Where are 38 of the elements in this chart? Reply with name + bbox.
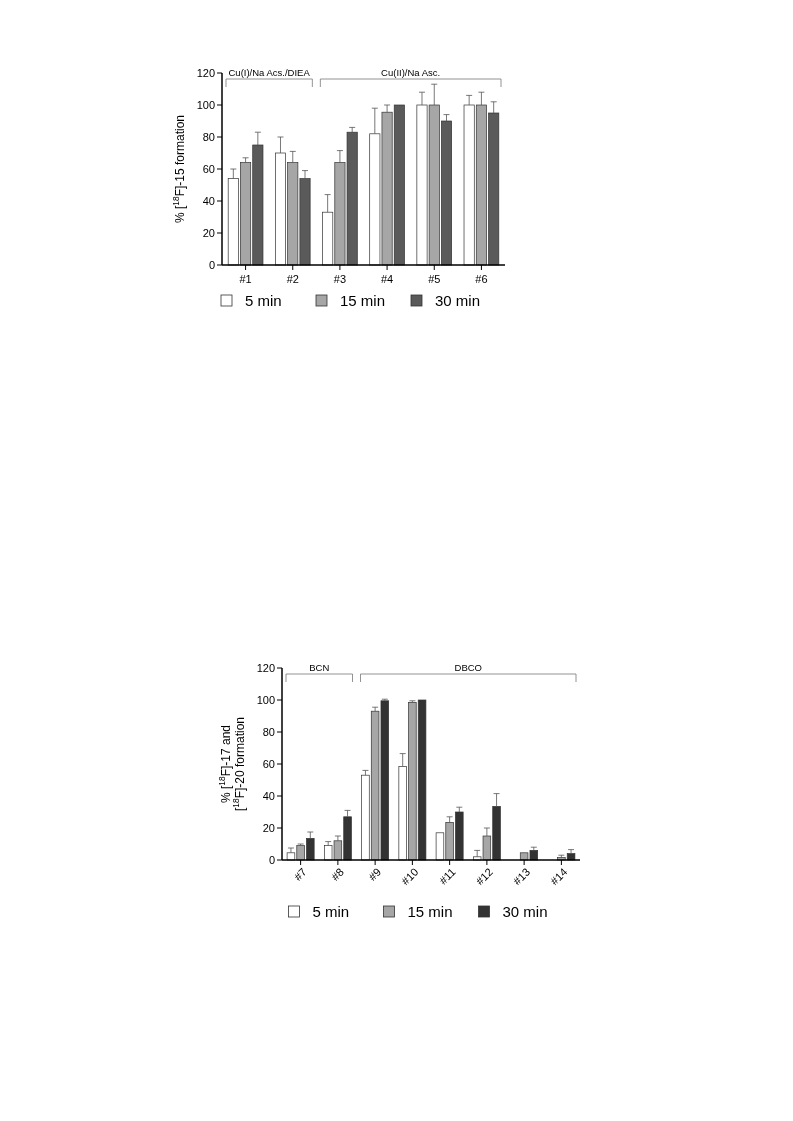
y-tick-label: 20 bbox=[202, 226, 215, 239]
x-tick-label: #11 bbox=[436, 865, 458, 887]
x-tick-label: #12 bbox=[473, 865, 496, 888]
x-tick-label: #2 bbox=[286, 273, 299, 285]
legend-label: 5 min bbox=[245, 292, 282, 310]
y-tick-label: 20 bbox=[262, 821, 275, 834]
x-tick-label: #13 bbox=[510, 865, 533, 888]
y-tick-label: 120 bbox=[196, 66, 215, 79]
x-tick-label: #14 bbox=[548, 865, 570, 888]
legend-label: 15 min bbox=[340, 292, 386, 310]
y-tick-label: 40 bbox=[202, 194, 215, 207]
x-tick-label: #6 bbox=[475, 273, 488, 285]
annotation: Cu(II)/Na Asc. bbox=[381, 67, 441, 78]
y-tick-label: 60 bbox=[202, 162, 215, 175]
x-tick-label: #1 bbox=[239, 273, 252, 285]
y-tick-label: 80 bbox=[202, 130, 215, 143]
y-tick-label: 100 bbox=[256, 693, 275, 706]
y-tick-label: 120 bbox=[256, 661, 275, 674]
legend-label: 15 min bbox=[407, 903, 453, 921]
y-tick-label: 0 bbox=[208, 258, 215, 271]
y-tick-label: 0 bbox=[268, 853, 275, 866]
x-tick-label: #10 bbox=[399, 865, 421, 888]
x-tick-label: #4 bbox=[380, 273, 394, 285]
x-tick-label: #8 bbox=[328, 865, 347, 883]
legend-label: 30 min bbox=[502, 903, 548, 921]
x-tick-label: #5 bbox=[428, 273, 441, 285]
x-tick-label: #9 bbox=[366, 865, 384, 883]
y-tick-label: 80 bbox=[262, 725, 275, 738]
x-tick-label: #3 bbox=[333, 273, 347, 285]
y-tick-label: 100 bbox=[196, 98, 215, 111]
x-tick-label: #7 bbox=[291, 865, 309, 883]
y-tick-label: 40 bbox=[262, 789, 275, 802]
legend-label: 30 min bbox=[435, 292, 481, 310]
annotation: Cu(I)/Na Acs./DIEA bbox=[228, 67, 311, 78]
y-tick-label: 60 bbox=[262, 757, 275, 770]
legend-label: 5 min bbox=[312, 903, 350, 921]
annotation: DBCO bbox=[454, 662, 482, 673]
annotation: BCN bbox=[309, 662, 330, 673]
